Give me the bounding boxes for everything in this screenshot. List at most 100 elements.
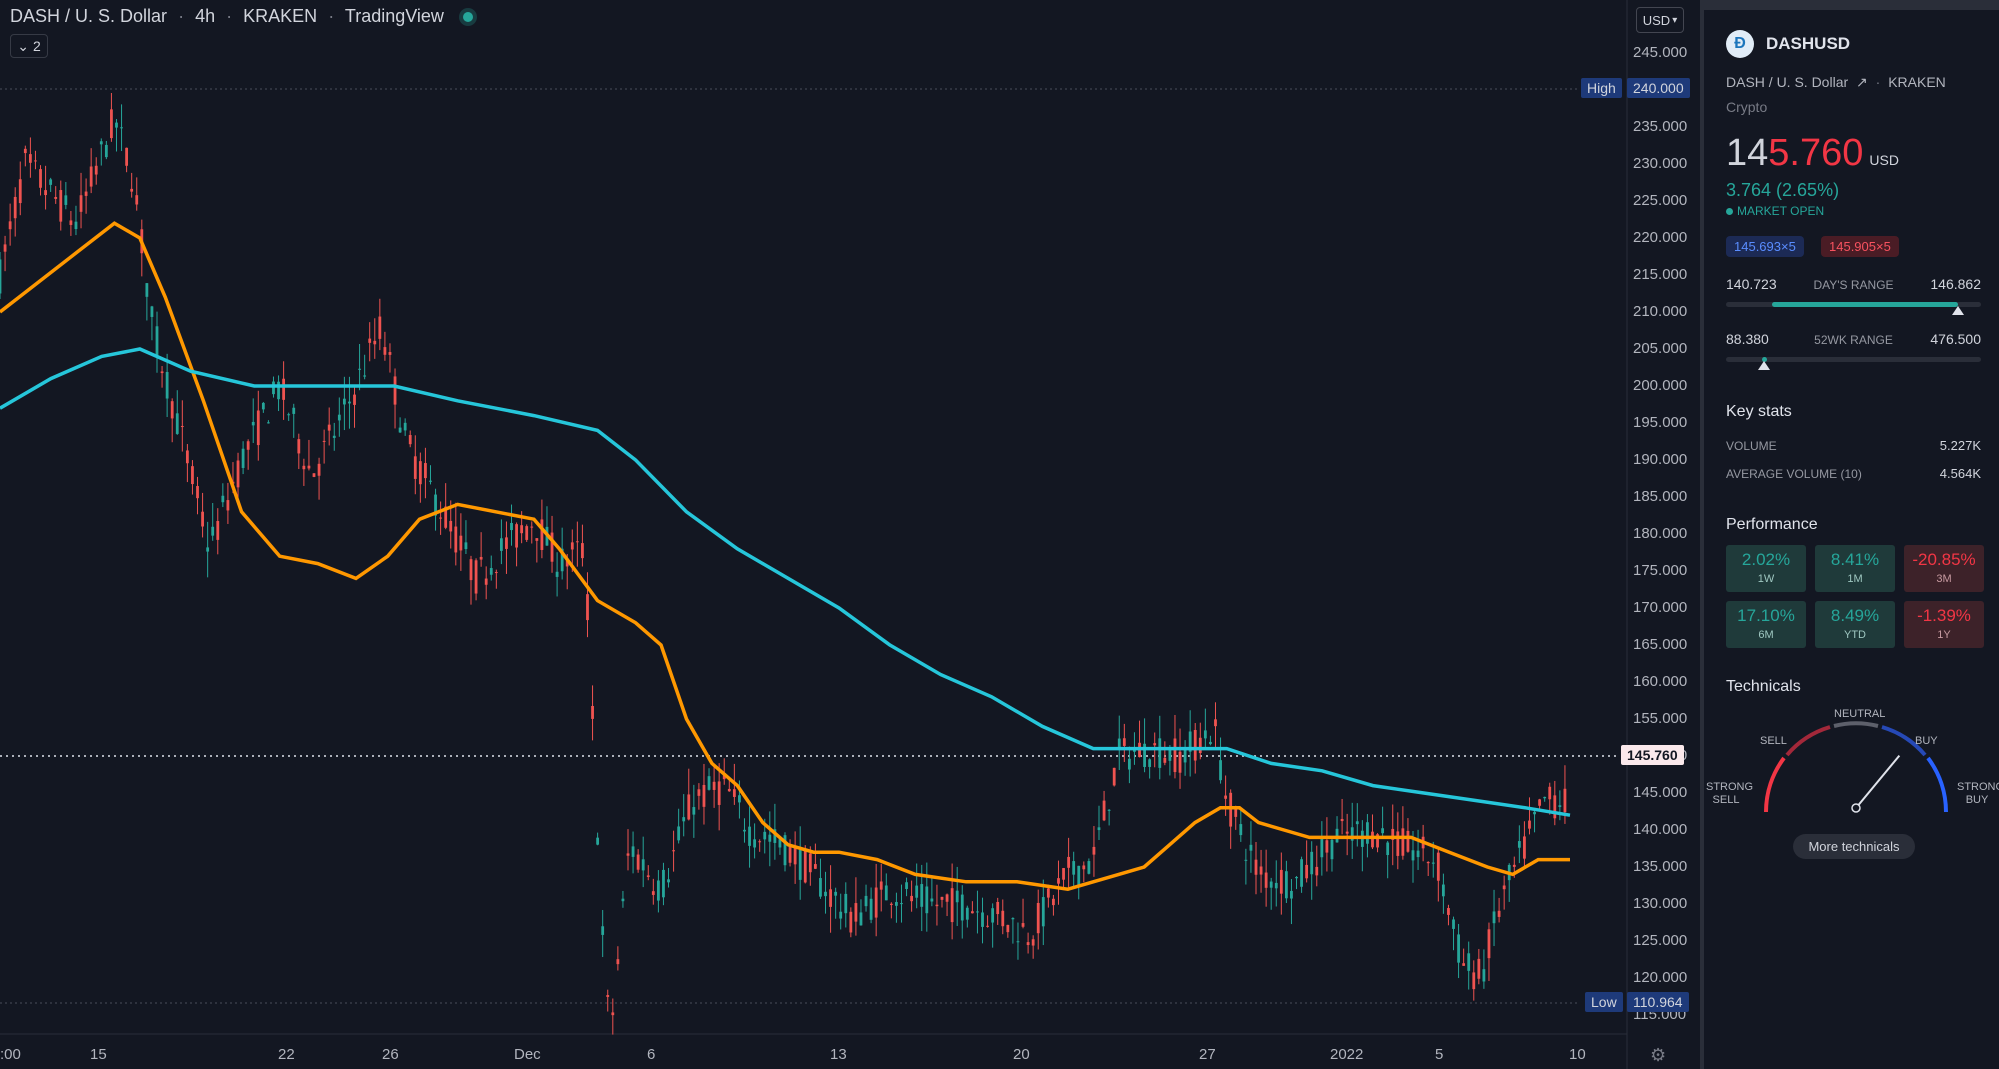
candle-body [165, 371, 169, 399]
candle-body [535, 538, 539, 541]
52wk-range-track [1726, 357, 1981, 362]
candle-body [44, 190, 47, 196]
market-status: MARKET OPEN [1726, 204, 1824, 218]
interval-label: 4h [195, 6, 216, 26]
candle-body [1062, 868, 1065, 880]
performance-period: 6M [1758, 629, 1774, 641]
performance-tile: 17.10% 6M [1726, 601, 1806, 648]
candle-body [1371, 831, 1374, 848]
candle-body [34, 160, 37, 162]
currency-button[interactable]: USD ▾ [1636, 7, 1684, 33]
candle-body [104, 144, 108, 158]
candle-body [758, 841, 762, 843]
price-chart[interactable] [0, 0, 1700, 1069]
candle-body [970, 911, 974, 914]
time-axis-label: :00 [0, 1046, 21, 1063]
candle-body [1173, 738, 1177, 773]
exchange-text: KRAKEN [1888, 74, 1946, 90]
candle-body [793, 847, 797, 865]
candle-body [393, 376, 397, 405]
symbol-description-row: DASH / U. S. Dollar ↗ · KRAKEN [1726, 74, 1946, 91]
ask-badge: 145.905×5 [1821, 236, 1899, 257]
gauge-needle [1855, 754, 1901, 809]
candle-body [1102, 800, 1106, 821]
52wk-range-low: 88.380 [1726, 331, 1769, 347]
candle-body [180, 426, 184, 428]
candle-body [636, 854, 640, 870]
time-axis-label: 6 [647, 1046, 656, 1063]
candle-body [494, 572, 498, 574]
indicator-count: 2 [32, 38, 41, 54]
candle-body [808, 853, 812, 873]
candle-body [1477, 958, 1481, 979]
candle-body [950, 888, 954, 923]
candle-body [510, 522, 513, 531]
candle-body [940, 896, 944, 900]
candle-body [530, 526, 534, 528]
candle-body [1467, 953, 1471, 971]
candle-body [206, 547, 210, 552]
candle-body [261, 402, 265, 410]
candle-body [1158, 738, 1162, 768]
high-label: High [1581, 78, 1622, 98]
chart-title[interactable]: DASH / U. S. Dollar · 4h · KRAKEN · Trad… [10, 6, 473, 27]
candle-body [1284, 871, 1288, 899]
candle-body [449, 520, 453, 532]
candle-body [1431, 862, 1435, 864]
candle-body [327, 424, 331, 431]
candle-body [520, 525, 524, 534]
candle-body [464, 542, 468, 550]
symbol-header[interactable]: Đ DASHUSD [1726, 30, 1850, 58]
candle-body [1087, 861, 1091, 874]
candle-body [1117, 738, 1121, 749]
performance-tile: 2.02% 1W [1726, 545, 1806, 592]
candle-body [803, 849, 807, 883]
candle-body [930, 898, 934, 902]
candle-body [1528, 820, 1531, 829]
price-axis-label: 200.000 [1633, 377, 1688, 394]
collapse-indicators-button[interactable]: ⌄ 2 [10, 34, 48, 58]
candle-body [1254, 859, 1258, 875]
price-change: 3.764 (2.65%) [1726, 180, 1840, 200]
gauge-strong-sell-label: STRONG SELL [1706, 781, 1754, 806]
price-axis-label: 215.000 [1633, 266, 1688, 283]
price-axis-label: 125.000 [1633, 932, 1688, 949]
candle-body [211, 526, 215, 536]
time-axis-label: 2022 [1330, 1046, 1364, 1063]
candle-body [1067, 856, 1071, 868]
52wk-range-high: 476.500 [1930, 331, 1981, 347]
candle-body [667, 879, 670, 883]
candle-body [581, 543, 584, 559]
candle-body [1523, 836, 1526, 859]
price-axis-label: 175.000 [1633, 562, 1688, 579]
candle-body [413, 456, 417, 479]
candle-body [1168, 747, 1172, 761]
high-value-tag: 240.000 [1627, 78, 1690, 98]
candle-body [226, 500, 230, 511]
candle-body [1563, 788, 1567, 813]
price-axis-label: 170.000 [1633, 599, 1688, 616]
exchange-label: KRAKEN [243, 6, 318, 26]
candle-body [550, 532, 554, 562]
ma-fast-line [0, 221, 1570, 891]
candle-body [1426, 861, 1430, 864]
candle-body [1026, 942, 1030, 946]
time-axis-label: 20 [1013, 1046, 1030, 1063]
candle-body [798, 849, 802, 880]
gear-icon[interactable]: ⚙ [1650, 1045, 1667, 1065]
gauge-neutral-arc [1833, 721, 1879, 728]
key-stats-title: Key stats [1726, 403, 1792, 420]
candle-body [925, 886, 929, 914]
candle-body [297, 439, 301, 454]
candle-body [515, 524, 518, 548]
external-link-icon[interactable]: ↗ [1856, 74, 1868, 90]
candle-body [1021, 923, 1025, 927]
days-range-high: 146.862 [1930, 276, 1981, 292]
candle-body [1558, 805, 1562, 807]
candle-body [1122, 738, 1126, 746]
gauge-pivot [1851, 803, 1861, 813]
performance-period: 1Y [1937, 629, 1951, 641]
volume-row: VOLUME 5.227K [1726, 438, 1981, 453]
gauge-strong-sell-arc [1764, 756, 1786, 813]
more-technicals-button[interactable]: More technicals [1793, 834, 1915, 859]
